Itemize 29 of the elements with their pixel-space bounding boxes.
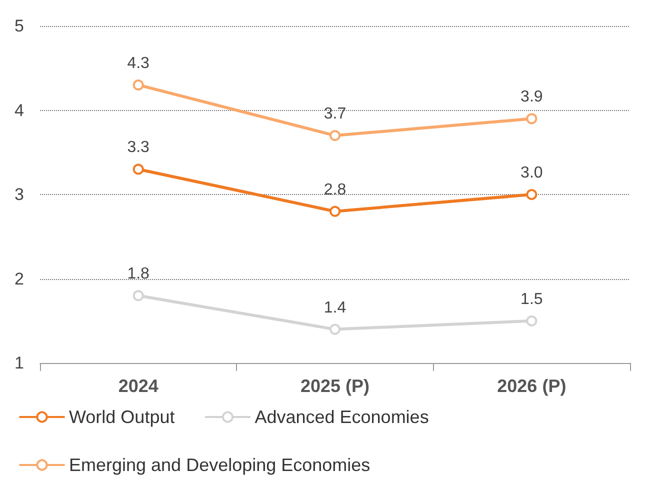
y-tick-label: 1 (14, 354, 24, 372)
x-tick-label: 2024 (118, 376, 158, 396)
legend-label: World Output (69, 407, 175, 427)
point (526, 315, 538, 326)
y-tick-label: 5 (14, 16, 24, 36)
data-label: 3.9 (520, 88, 543, 106)
y-tick-label: 4 (14, 100, 24, 120)
data-label: 1.4 (324, 299, 346, 316)
legend-label: Emerging and Developing Economies (69, 455, 370, 475)
y-tick-label: 3 (14, 185, 24, 204)
data-label: 3.3 (127, 139, 150, 156)
data-label: 1.5 (520, 290, 543, 308)
y-tick-label: 2 (14, 269, 24, 288)
point (132, 290, 144, 302)
point (330, 324, 340, 335)
x-tick-label: 2025 (P) (300, 376, 370, 396)
data-label: 1.8 (127, 266, 150, 283)
data-label: 4.3 (127, 54, 150, 72)
point (330, 206, 340, 217)
point (132, 79, 144, 90)
point (132, 164, 144, 175)
data-label: 2.8 (324, 181, 346, 198)
data-label: 3.0 (520, 164, 543, 182)
legend-label: Advanced Economies (254, 407, 429, 427)
point (526, 189, 538, 200)
data-label: 3.7 (324, 106, 346, 123)
x-tick-label: 2026 (P) (497, 376, 566, 396)
point (526, 113, 538, 124)
point (330, 130, 340, 142)
